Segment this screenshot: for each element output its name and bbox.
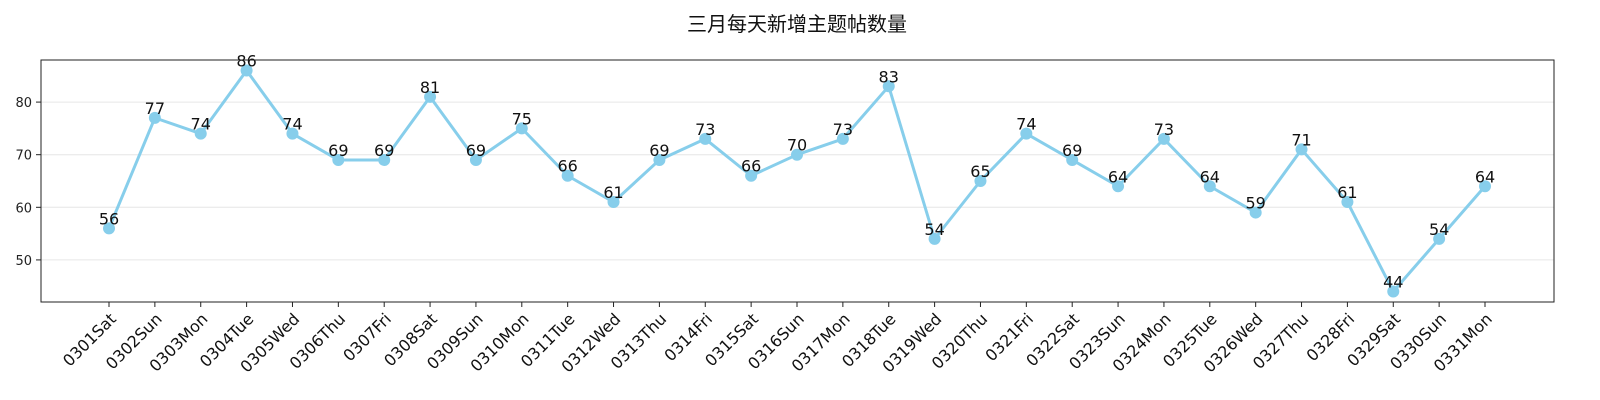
data-point	[1387, 285, 1400, 298]
x-axis-ticks: 0301Sat0302Sun0303Mon0304Tue0305Wed0306T…	[59, 302, 1496, 376]
data-point	[1249, 206, 1262, 219]
data-label: 77	[145, 99, 165, 118]
data-point	[286, 127, 299, 140]
data-label: 73	[1154, 120, 1174, 139]
data-label: 56	[99, 209, 119, 228]
data-label: 61	[1337, 183, 1357, 202]
data-point	[515, 122, 528, 135]
data-point	[1066, 153, 1079, 166]
y-tick-label: 80	[15, 96, 32, 111]
data-label: 73	[695, 120, 715, 139]
data-point	[424, 90, 437, 103]
data-label: 64	[1108, 167, 1128, 186]
data-point	[1020, 127, 1033, 140]
data-point	[1112, 180, 1125, 193]
y-axis-ticks: 50 60 70 80	[15, 96, 41, 269]
series-line-path	[107, 69, 1487, 293]
data-label: 69	[328, 141, 348, 160]
data-label: 61	[603, 183, 623, 202]
data-label: 70	[787, 136, 807, 155]
data-label: 54	[924, 220, 944, 239]
data-point	[1157, 132, 1170, 145]
data-point	[1433, 232, 1446, 245]
data-label: 83	[879, 67, 899, 86]
data-label: 81	[420, 78, 440, 97]
data-label: 75	[512, 109, 532, 128]
data-point	[699, 132, 712, 145]
chart-title: 三月每天新增主题帖数量	[687, 12, 907, 36]
data-label: 66	[741, 157, 761, 176]
data-label: 69	[466, 141, 486, 160]
data-point	[745, 169, 758, 182]
data-point	[653, 153, 666, 166]
data-label: 54	[1429, 220, 1449, 239]
data-point	[882, 80, 895, 93]
data-point	[332, 153, 345, 166]
series-markers	[103, 64, 1491, 298]
data-label: 69	[374, 141, 394, 160]
data-point	[1479, 180, 1491, 193]
data-point	[194, 127, 207, 140]
data-point	[561, 169, 574, 182]
data-label: 59	[1245, 194, 1265, 213]
series-line	[107, 69, 1487, 293]
data-point	[1341, 196, 1354, 209]
data-label: 74	[282, 115, 302, 134]
grid-lines	[41, 101, 1554, 261]
data-label: 71	[1291, 130, 1311, 149]
data-point	[607, 196, 620, 209]
data-label: 66	[557, 157, 577, 176]
y-tick-label: 60	[15, 201, 32, 216]
data-label: 74	[191, 115, 211, 134]
y-tick-label: 70	[15, 149, 32, 164]
data-label: 73	[833, 120, 853, 139]
data-label: 44	[1383, 272, 1403, 291]
axes-frame	[40, 59, 1555, 303]
data-point	[974, 175, 987, 187]
data-label: 64	[1200, 167, 1220, 186]
data-label: 65	[970, 162, 990, 181]
data-point	[378, 153, 391, 166]
data-point	[240, 64, 253, 77]
data-point	[1203, 180, 1216, 193]
data-point	[469, 153, 482, 166]
data-label: 64	[1475, 167, 1495, 186]
data-point	[791, 148, 803, 161]
data-label: 69	[649, 141, 669, 160]
data-point	[148, 111, 161, 124]
data-labels: 56 77 74 86 74 69 69 81 69 75 66 61 69 73 66 70 73 83 54 65…	[99, 52, 1495, 292]
data-point	[1295, 143, 1308, 156]
data-label: 74	[1016, 115, 1036, 134]
data-point	[836, 132, 849, 145]
data-label: 86	[236, 52, 256, 71]
data-point	[928, 232, 941, 245]
data-label: 69	[1062, 141, 1082, 160]
data-point	[103, 222, 115, 235]
y-tick-label: 50	[15, 254, 32, 269]
